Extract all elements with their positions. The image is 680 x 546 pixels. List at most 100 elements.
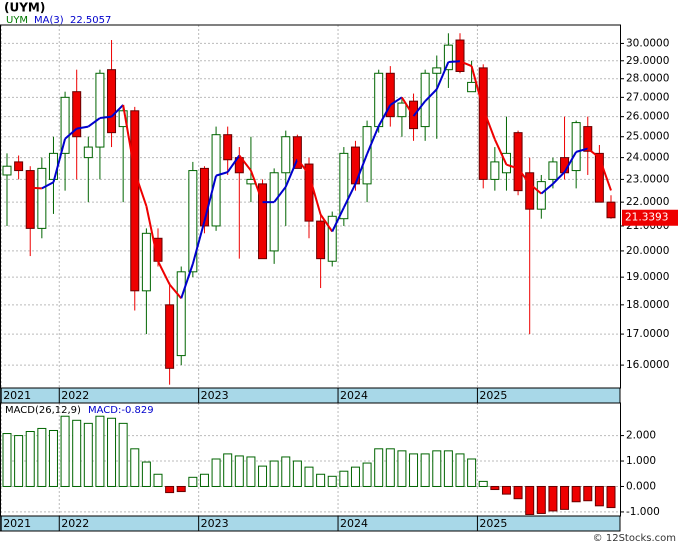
candle-body	[536, 181, 546, 210]
candle-body	[490, 161, 500, 180]
y-tick-label: 26.0000	[626, 111, 669, 123]
ma-segment	[389, 96, 403, 106]
macd-bar	[130, 448, 140, 487]
ma-segment	[226, 154, 241, 173]
candle-body	[339, 152, 349, 220]
ma-segment	[145, 205, 159, 262]
candle-body	[176, 271, 186, 357]
macd-bar	[420, 453, 430, 487]
macd-bar	[443, 450, 453, 487]
macd-bar	[513, 485, 523, 500]
candle-body	[304, 163, 314, 222]
y-tick-label: 1.000	[626, 455, 656, 467]
candle-body	[234, 157, 244, 174]
macd-bar	[2, 433, 12, 487]
candle-body	[397, 102, 407, 118]
ma-segment	[587, 147, 601, 159]
ma-segment	[575, 147, 589, 153]
legend-ma: MA(3)	[34, 15, 64, 26]
ma-segment	[540, 183, 554, 195]
macd-bar	[339, 470, 349, 487]
ma-segment	[598, 157, 612, 191]
macd-bar	[72, 419, 82, 487]
macd-bar	[37, 427, 47, 487]
y-tick-label: 18.0000	[626, 299, 669, 311]
macd-bar	[385, 448, 395, 487]
macd-bar	[83, 422, 93, 487]
macd-bar	[141, 461, 151, 487]
y-tick-label: 19.0000	[626, 271, 669, 283]
ma-segment	[238, 154, 252, 172]
macd-bar	[60, 415, 70, 487]
ma-segment	[133, 171, 148, 207]
ma-segment	[459, 60, 472, 68]
ma-segment	[493, 138, 508, 166]
y-tick-label: 24.0000	[626, 152, 669, 164]
candle-body	[443, 44, 453, 71]
ma-segment	[308, 174, 322, 215]
candle-body	[258, 183, 268, 260]
ma-segment	[470, 65, 485, 110]
macd-bar	[397, 450, 407, 487]
candle-body	[548, 161, 558, 180]
y-tick-label: 25.0000	[626, 131, 669, 143]
candle-body	[292, 136, 302, 169]
macd-bar	[211, 458, 221, 487]
x-tick-label: 2025	[479, 517, 507, 530]
macd-bar	[234, 455, 244, 487]
x-tick-label: 2021	[3, 389, 31, 402]
ma-segment	[448, 60, 461, 64]
macd-bar	[548, 485, 558, 512]
x-tick-label: 2022	[61, 517, 89, 530]
ma-segment	[99, 115, 112, 120]
ma-segment	[122, 104, 136, 173]
ma-segment	[296, 158, 310, 175]
y-tick-label: 22.0000	[626, 196, 669, 208]
candle-body	[594, 152, 604, 203]
macd-title: MACD(26,12,9)	[5, 405, 81, 416]
y-tick-label: 23.0000	[626, 173, 669, 185]
candle-body	[95, 72, 105, 148]
macd-bar	[292, 460, 302, 487]
macd-bar	[501, 485, 511, 495]
candle-body	[2, 165, 12, 176]
candle-body	[327, 215, 337, 262]
ma-segment	[366, 125, 380, 155]
ma-segment	[203, 175, 218, 222]
candle-body	[211, 134, 221, 227]
candle-body	[374, 72, 384, 128]
macd-bar	[316, 473, 326, 487]
footer: © 12Stocks.com	[593, 533, 676, 544]
ma-segment	[424, 88, 438, 102]
macd-bar	[269, 460, 279, 487]
x-tick-label: 2022	[61, 389, 89, 402]
candle-body	[223, 134, 233, 161]
candle-body	[478, 67, 488, 180]
y-tick-label: -1.000	[626, 506, 660, 518]
macd-bar	[153, 473, 163, 487]
last-price-box	[622, 209, 678, 226]
candle-body	[281, 136, 291, 174]
candle-body	[130, 110, 140, 292]
ma-segment	[377, 104, 392, 127]
candle-body	[432, 67, 442, 74]
candle-body	[83, 146, 93, 159]
candle-body	[513, 132, 523, 192]
ma-segment	[76, 125, 89, 130]
macd-bar	[583, 485, 593, 502]
ma-segment	[191, 220, 206, 265]
ma-segment	[354, 153, 369, 185]
y-tick-label: 29.0000	[626, 55, 669, 67]
ma-segment	[319, 214, 334, 233]
legend-ma-value: 22.5057	[70, 15, 111, 26]
x-tick-label: 2021	[3, 517, 31, 530]
ma-segment	[342, 183, 357, 208]
macd-bar	[478, 480, 488, 487]
candle-body	[60, 96, 70, 154]
y-tick-label: 28.0000	[626, 73, 669, 85]
macd-bar	[536, 485, 546, 514]
macd-bar	[14, 435, 24, 487]
ma-segment	[482, 108, 496, 140]
ma-segment	[157, 260, 171, 285]
